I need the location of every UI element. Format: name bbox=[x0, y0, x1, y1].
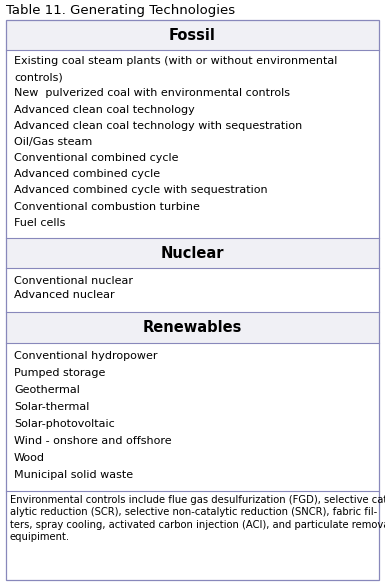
Text: Nuclear: Nuclear bbox=[161, 246, 224, 261]
Text: Conventional nuclear: Conventional nuclear bbox=[14, 276, 133, 286]
Text: Renewables: Renewables bbox=[143, 320, 242, 335]
Text: New  pulverized coal with environmental controls: New pulverized coal with environmental c… bbox=[14, 88, 290, 98]
Bar bbox=[6, 20, 379, 50]
Text: Conventional combined cycle: Conventional combined cycle bbox=[14, 153, 179, 163]
Text: Advanced combined cycle: Advanced combined cycle bbox=[14, 169, 160, 179]
Text: Oil/Gas steam: Oil/Gas steam bbox=[14, 137, 92, 147]
Bar bbox=[6, 312, 379, 343]
Text: Wood: Wood bbox=[14, 453, 45, 463]
Text: Environmental controls include flue gas desulfurization (FGD), selective cat-
al: Environmental controls include flue gas … bbox=[10, 495, 385, 542]
Text: Municipal solid waste: Municipal solid waste bbox=[14, 470, 133, 480]
Text: Advanced clean coal technology: Advanced clean coal technology bbox=[14, 104, 195, 114]
Text: Conventional hydropower: Conventional hydropower bbox=[14, 351, 157, 361]
Text: Advanced nuclear: Advanced nuclear bbox=[14, 290, 115, 300]
Bar bbox=[6, 238, 379, 268]
Text: Advanced combined cycle with sequestration: Advanced combined cycle with sequestrati… bbox=[14, 185, 268, 196]
Text: Solar-photovoltaic: Solar-photovoltaic bbox=[14, 419, 115, 429]
Text: Advanced clean coal technology with sequestration: Advanced clean coal technology with sequ… bbox=[14, 121, 302, 131]
Text: Fossil: Fossil bbox=[169, 28, 216, 43]
Text: controls): controls) bbox=[14, 72, 63, 82]
Text: Wind - onshore and offshore: Wind - onshore and offshore bbox=[14, 436, 172, 446]
Text: Table 11. Generating Technologies: Table 11. Generating Technologies bbox=[6, 4, 235, 17]
Text: Pumped storage: Pumped storage bbox=[14, 368, 105, 378]
Text: Solar-thermal: Solar-thermal bbox=[14, 402, 89, 412]
Text: Geothermal: Geothermal bbox=[14, 385, 80, 395]
Text: Existing coal steam plants (with or without environmental: Existing coal steam plants (with or with… bbox=[14, 56, 337, 66]
Text: Conventional combustion turbine: Conventional combustion turbine bbox=[14, 202, 200, 212]
Text: Fuel cells: Fuel cells bbox=[14, 218, 65, 228]
